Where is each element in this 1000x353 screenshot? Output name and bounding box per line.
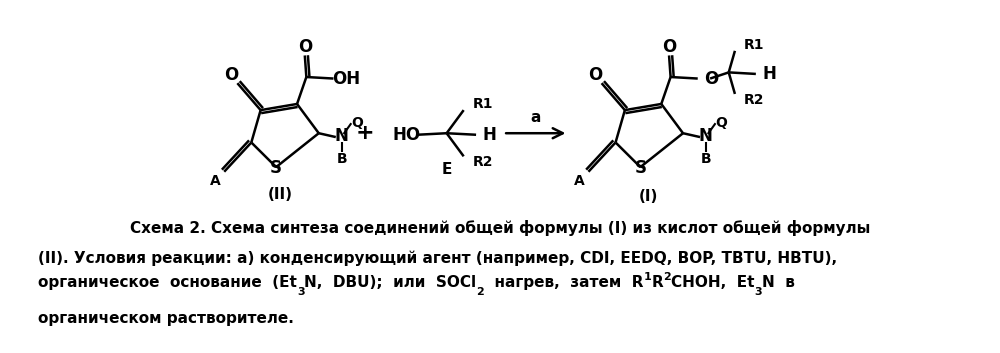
Text: N: N — [699, 127, 712, 145]
Text: O: O — [588, 66, 603, 84]
Text: Q: Q — [715, 116, 727, 130]
Text: S: S — [634, 159, 646, 177]
Text: B: B — [701, 152, 712, 166]
Text: 3: 3 — [755, 287, 762, 297]
Text: 2: 2 — [477, 287, 484, 297]
Text: H: H — [482, 126, 496, 144]
Text: 3: 3 — [297, 287, 304, 297]
Text: H: H — [762, 65, 776, 83]
Text: Q: Q — [351, 116, 363, 130]
Text: (II). Условия реакции: а) конденсирующий агент (например, CDI, EEDQ, BOP, TBTU, : (II). Условия реакции: а) конденсирующий… — [38, 250, 837, 266]
Text: Схема 2. Схема синтеза соединений общей формулы (I) из кислот общей формулы: Схема 2. Схема синтеза соединений общей … — [130, 220, 870, 236]
Text: A: A — [574, 174, 585, 188]
Text: O: O — [704, 70, 718, 88]
Text: нагрев,  затем  R: нагрев, затем R — [484, 275, 644, 290]
Text: (I): (I) — [638, 189, 658, 204]
Text: +: + — [356, 123, 375, 143]
Text: A: A — [210, 174, 220, 188]
Text: N  в: N в — [762, 275, 795, 290]
Text: R2: R2 — [744, 93, 765, 107]
Text: 2: 2 — [663, 272, 671, 282]
Text: E: E — [441, 162, 452, 177]
Text: N: N — [334, 127, 348, 145]
Text: R1: R1 — [473, 97, 493, 111]
Text: органическом растворителе.: органическом растворителе. — [38, 311, 294, 325]
Text: HO: HO — [392, 126, 420, 144]
Text: O: O — [298, 38, 312, 56]
Text: 1: 1 — [644, 272, 652, 282]
Text: a: a — [531, 110, 541, 125]
Text: органическое  основание  (Et: органическое основание (Et — [38, 275, 297, 290]
Text: R: R — [652, 275, 663, 290]
Text: R2: R2 — [473, 155, 493, 169]
Text: OH: OH — [332, 70, 360, 88]
Text: N,  DBU);  или  SOCl: N, DBU); или SOCl — [304, 275, 477, 290]
Text: B: B — [337, 152, 347, 166]
Text: R1: R1 — [744, 38, 765, 52]
Text: O: O — [224, 66, 238, 84]
Text: CHOH,  Et: CHOH, Et — [671, 275, 755, 290]
Text: S: S — [270, 159, 282, 177]
Text: (II): (II) — [268, 187, 292, 202]
Text: O: O — [662, 38, 676, 56]
